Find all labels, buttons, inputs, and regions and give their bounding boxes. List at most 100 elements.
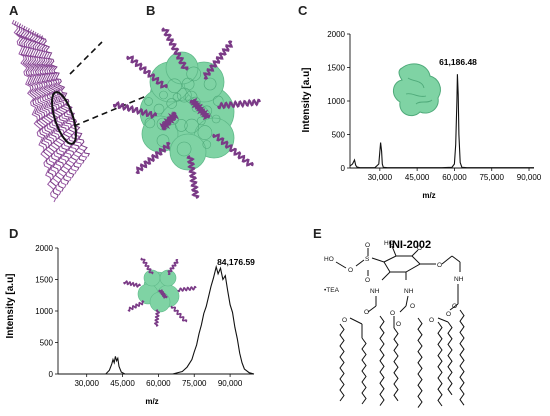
helix-strand [11,19,57,203]
attached-helix [217,98,261,110]
atom-nh1: NH [454,276,464,283]
helix-strand [29,29,78,175]
surface-texture [197,125,213,140]
zoom-line-bottom [73,91,157,127]
zoom-ellipse [51,91,77,145]
chart-d: 0 500 1000 1500 2000 30,000 45,000 60,000 75,00… [5,244,255,406]
surface-texture [177,87,192,103]
attached-helix [135,141,171,175]
surface-texture [176,141,192,157]
chart-c-xlabel: m/z [422,191,435,200]
x-tick-label: 90,000 [218,379,243,388]
inset-helix [177,285,197,293]
atom-o-carb1: O [342,317,347,324]
attached-helix [202,40,234,80]
chart-c-yticks: 0 500 1000 1500 2000 [327,30,350,173]
alkyl-tail [417,317,423,408]
helix-strand [18,23,65,192]
atom-o-ester3: O [452,303,457,310]
y-tick-label: 500 [40,339,54,348]
x-tick-label: 45,000 [110,379,135,388]
chart-c-protein-inset [393,63,441,117]
inset-helix [127,300,145,312]
alkyl-tail [437,321,443,407]
atom-o-ester4: O [410,303,415,310]
panel-label-c: C [298,3,308,18]
surface-texture [186,66,201,82]
structure-tails [339,309,465,408]
panel-a-helix-bundle [11,19,91,203]
atom-o-ester-a: O [348,267,353,274]
helix-strand [16,22,62,196]
structure-atom-labels: HO O S O O HO O O NH NH NH •TEA O O O O … [324,240,464,328]
surface-texture [159,90,168,100]
inset-helix [123,280,141,288]
chart-c-ylabel: Intensity [a.u] [301,67,312,132]
surface-texture [144,117,156,129]
inset-helix [140,257,154,275]
atom-o-ester1: O [364,309,369,316]
chart-d-trace [58,264,255,375]
alkyl-tail [447,321,453,396]
helix-strand [31,30,80,171]
atom-o-link: O [437,262,442,269]
atom-nh2: NH [370,288,380,295]
panel-label-b: B [146,3,156,18]
chart-d-xlabel: m/z [145,397,158,406]
inset-helix [153,309,161,327]
attached-helix [159,111,179,131]
x-tick-label: 30,000 [368,173,393,182]
atom-o-carb2: O [390,310,395,317]
helix-strand [24,26,72,182]
panel-label-a: A [9,3,19,18]
chart-c-trace [349,74,534,169]
y-tick-label: 2000 [327,30,345,39]
inset-helix [158,289,168,299]
y-tick-label: 2000 [35,244,53,253]
structure-title: INI-2002 [389,239,431,251]
panel-label-e: E [313,226,322,241]
x-tick-label: 60,000 [442,173,467,182]
alkyl-tail [339,323,345,402]
attached-helix [189,97,211,121]
structure-bonds [335,245,461,338]
surface-lobe [169,133,207,171]
chart-c-peak-label: 61,186.48 [439,57,477,67]
surface-texture [144,97,153,106]
atom-nh3: NH [404,288,414,295]
surface-texture [172,92,182,102]
atom-ho2: HO [384,240,394,247]
x-tick-label: 90,000 [517,173,542,182]
inset-helix [170,305,188,323]
chart-c-xticks: 30,000 45,000 60,000 75,000 90,000 [368,168,542,182]
y-tick-label: 500 [332,131,346,140]
x-tick-label: 45,000 [405,173,430,182]
attached-helix [212,133,254,167]
surface-texture [184,118,199,134]
helix-strand [40,35,91,157]
chart-d-complex-inset [123,257,197,327]
y-tick-label: 1500 [35,276,53,285]
inset-surface-lobe [159,269,177,287]
surface-texture [211,114,221,124]
attached-helix [112,100,158,120]
attached-helix [161,27,189,71]
chart-d-yticks: 0 500 1000 1500 2000 [35,244,58,379]
alkyl-tail [361,337,367,405]
helix-strand [20,24,67,189]
helix-attachments [112,27,261,199]
chart-d-peak-label: 84,176.59 [217,257,255,267]
x-tick-label: 60,000 [146,379,171,388]
surface-texture [166,98,177,109]
y-tick-label: 0 [341,164,346,173]
zoom-line-top [69,41,103,75]
panel-label-d: D [9,226,19,241]
y-tick-label: 1000 [327,97,345,106]
panel-b-protein-complex [112,27,261,199]
inset-helix [167,259,179,275]
attached-helix [126,55,168,89]
y-tick-label: 1000 [35,307,53,316]
surface-texture [153,103,165,115]
zoom-lines [69,41,157,127]
atom-o-carb3: O [429,317,434,324]
